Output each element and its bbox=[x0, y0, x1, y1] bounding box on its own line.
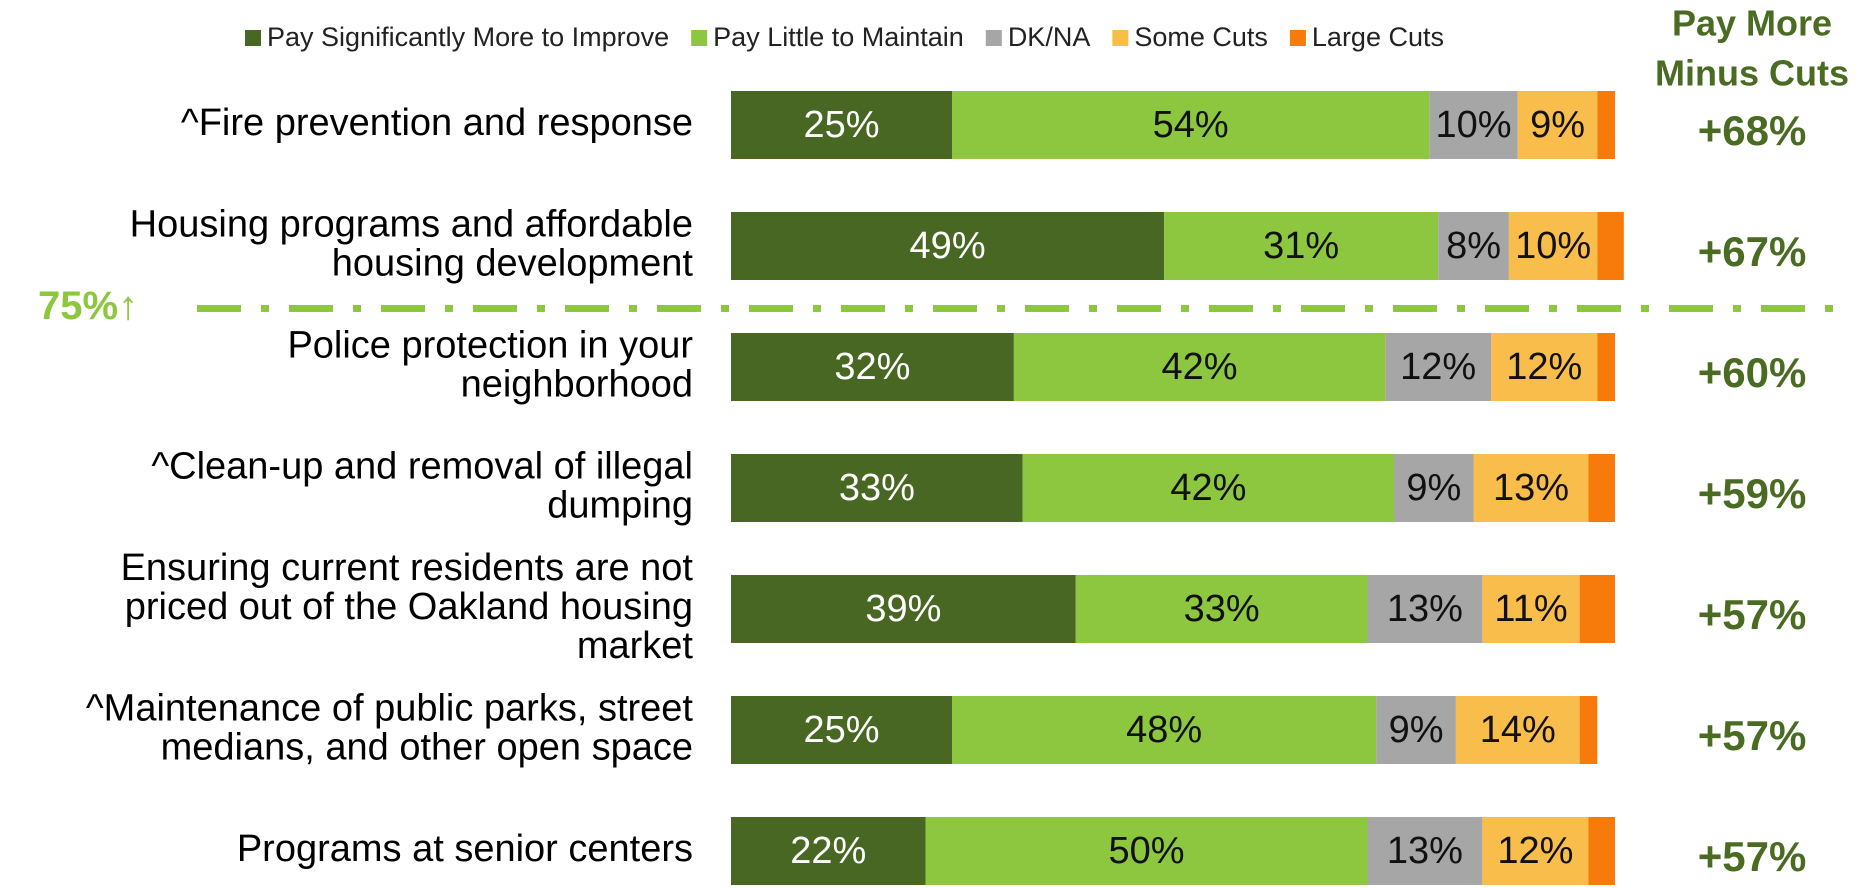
value-label: 10% bbox=[1515, 225, 1591, 267]
bar-segment bbox=[1473, 454, 1589, 522]
bar-segment bbox=[1517, 91, 1598, 159]
bar-segment bbox=[1579, 575, 1615, 643]
value-label: 32% bbox=[834, 346, 910, 388]
bar-segment bbox=[1482, 817, 1589, 885]
value-label: 10% bbox=[1436, 104, 1512, 146]
bar-segment bbox=[1588, 817, 1615, 885]
legend-label: Pay Little to Maintain bbox=[713, 22, 964, 52]
value-label: 25% bbox=[803, 709, 879, 751]
category-label: ^Fire prevention and response bbox=[181, 102, 693, 144]
category-label: Programs at senior centers bbox=[237, 828, 693, 870]
value-label: 25% bbox=[803, 104, 879, 146]
legend-label: Large Cuts bbox=[1312, 22, 1444, 52]
bar-segment bbox=[1597, 333, 1615, 401]
bar-segment bbox=[1013, 333, 1386, 401]
value-label: 13% bbox=[1387, 588, 1463, 630]
value-label: 9% bbox=[1406, 467, 1461, 509]
bar-segment bbox=[1508, 212, 1598, 280]
value-label: 13% bbox=[1387, 830, 1463, 872]
net-header: Minus Cuts bbox=[1655, 53, 1849, 94]
category-label: dumping bbox=[547, 485, 693, 527]
net-value: +68% bbox=[1698, 107, 1807, 154]
legend-swatch bbox=[245, 30, 261, 46]
legend-swatch bbox=[1289, 30, 1306, 46]
bar-segment bbox=[731, 696, 952, 764]
bar-segment bbox=[952, 696, 1377, 764]
bar-segment bbox=[731, 333, 1014, 401]
category-label: Police protection in your bbox=[287, 325, 693, 367]
net-value: +57% bbox=[1698, 712, 1807, 759]
value-label: 48% bbox=[1126, 709, 1202, 751]
category-label: Ensuring current residents are not bbox=[121, 547, 694, 589]
value-label: 13% bbox=[1493, 467, 1569, 509]
net-value: +57% bbox=[1698, 591, 1807, 638]
net-value: +67% bbox=[1698, 228, 1807, 275]
value-label: 8% bbox=[1446, 225, 1501, 267]
value-label: 42% bbox=[1170, 467, 1246, 509]
legend-label: DK/NA bbox=[1008, 22, 1091, 52]
value-label: 22% bbox=[790, 830, 866, 872]
bar-segment bbox=[1367, 817, 1483, 885]
bar-segment bbox=[952, 91, 1430, 159]
value-label: 12% bbox=[1506, 346, 1582, 388]
value-label: 50% bbox=[1108, 830, 1184, 872]
value-label: 14% bbox=[1480, 709, 1556, 751]
bar-segment bbox=[1438, 212, 1509, 280]
category-label: ^Maintenance of public parks, street bbox=[86, 688, 694, 730]
bar-segment bbox=[1588, 454, 1615, 522]
bar-segment bbox=[925, 817, 1368, 885]
category-label: Housing programs and affordable bbox=[130, 204, 693, 246]
bar-segment bbox=[1491, 333, 1598, 401]
category-label: housing development bbox=[332, 243, 694, 285]
value-label: 33% bbox=[839, 467, 915, 509]
bar-segment bbox=[731, 212, 1165, 280]
value-label: 9% bbox=[1389, 709, 1444, 751]
value-label: 12% bbox=[1400, 346, 1476, 388]
bar-segment bbox=[1579, 696, 1598, 764]
value-label: 49% bbox=[910, 225, 986, 267]
bar-segment bbox=[1429, 91, 1518, 159]
category-label: medians, and other open space bbox=[161, 727, 693, 769]
bar-segment bbox=[1385, 333, 1492, 401]
value-label: 12% bbox=[1497, 830, 1573, 872]
value-label: 42% bbox=[1161, 346, 1237, 388]
net-value: +57% bbox=[1698, 833, 1807, 880]
bar-segment bbox=[1376, 696, 1456, 764]
value-label: 39% bbox=[865, 588, 941, 630]
bar-segment bbox=[731, 91, 952, 159]
bar-segment bbox=[1597, 212, 1624, 280]
legend-swatch bbox=[1112, 30, 1129, 46]
category-label: market bbox=[577, 625, 694, 667]
bar-segment bbox=[1394, 454, 1474, 522]
legend-swatch bbox=[985, 30, 1002, 46]
value-label: 31% bbox=[1263, 225, 1339, 267]
value-label: 9% bbox=[1530, 104, 1585, 146]
category-label: priced out of the Oakland housing bbox=[125, 586, 693, 628]
bar-segment bbox=[1075, 575, 1368, 643]
net-header: Pay More bbox=[1672, 3, 1832, 44]
legend-swatch bbox=[691, 30, 708, 46]
bar-segment bbox=[1597, 91, 1615, 159]
category-label: ^Clean-up and removal of illegal bbox=[151, 446, 693, 488]
bar-segment bbox=[1482, 575, 1580, 643]
bar-segment bbox=[731, 817, 926, 885]
net-value: +59% bbox=[1698, 470, 1807, 517]
net-value: +60% bbox=[1698, 349, 1807, 396]
value-label: 11% bbox=[1494, 588, 1567, 630]
bar-segment bbox=[1455, 696, 1580, 764]
value-label: 54% bbox=[1153, 104, 1229, 146]
category-label: neighborhood bbox=[461, 364, 693, 406]
value-label: 33% bbox=[1184, 588, 1260, 630]
bar-segment bbox=[1164, 212, 1439, 280]
bar-segment bbox=[1367, 575, 1483, 643]
bar-segment bbox=[731, 575, 1076, 643]
legend-label: Some Cuts bbox=[1134, 22, 1268, 52]
threshold-label: 75%↑ bbox=[38, 284, 138, 328]
bar-segment bbox=[1022, 454, 1394, 522]
bar-segment bbox=[731, 454, 1023, 522]
legend-label: Pay Significantly More to Improve bbox=[267, 22, 669, 52]
